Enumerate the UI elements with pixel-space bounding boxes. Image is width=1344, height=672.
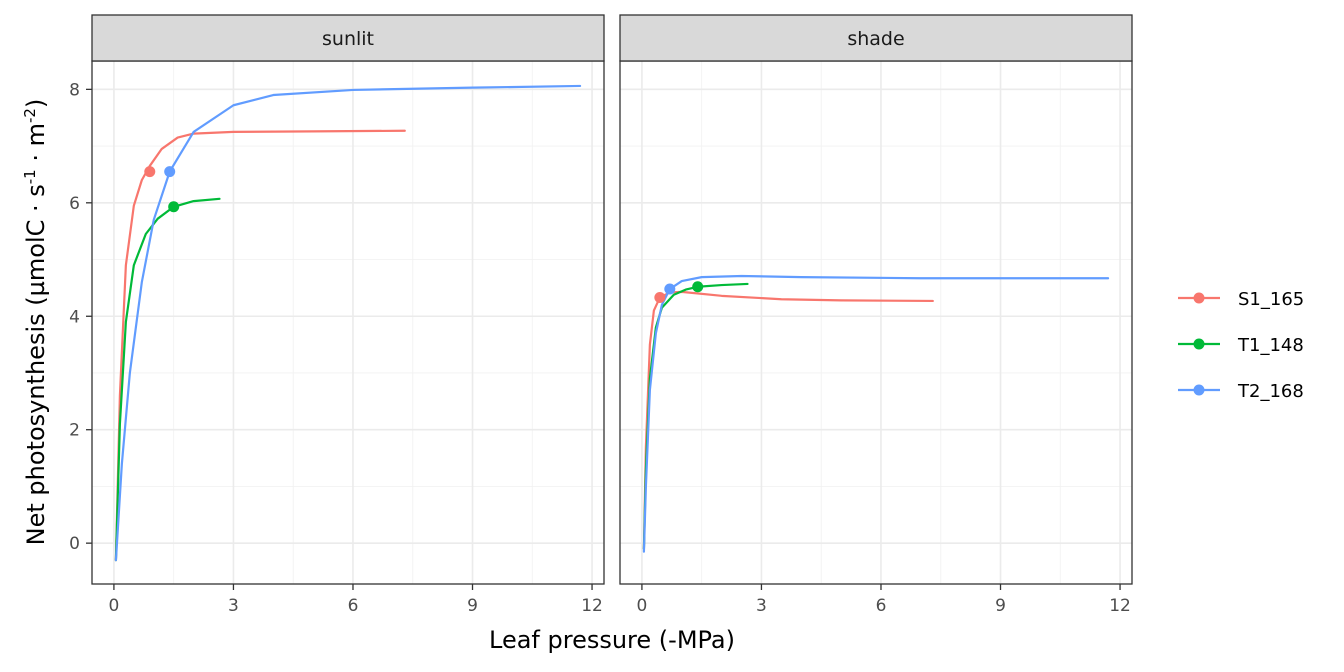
x-tick-label: 0 [637,596,648,616]
x-tick-label: 12 [1109,596,1131,616]
y-tick-label: 6 [69,194,80,214]
y-tick-label: 4 [69,307,80,327]
y-axis-title-mid: · m [22,123,50,169]
x-tick-label: 3 [756,596,767,616]
x-tick-label: 9 [467,596,478,616]
plot-background [620,61,1132,584]
series-point-T2_168 [664,283,676,295]
strip-label: shade [847,28,904,50]
legend-key-point [1193,338,1205,350]
x-tick-label: 9 [995,596,1006,616]
y-axis-title: Net photosynthesis (µmolC · s-1 · m-2) [21,99,50,546]
strip-background [91,14,605,62]
series-line-S1_165 [114,129,406,562]
x-tick-label: 6 [876,596,887,616]
x-tick-label: 6 [348,596,359,616]
legend-label: T1_148 [1237,335,1304,356]
legend-label: S1_165 [1238,289,1304,310]
y-tick-label: 0 [69,534,80,554]
panel-shade: shade 0 3 6 9 12 [619,14,1133,616]
panels-layer: sunlit 0 3 6 9 12 0 2 4 6 8 shade 0 3 6 9 12 [69,14,1133,616]
y-tick-label: 8 [69,80,80,100]
series-point-T2_168 [164,166,176,178]
panel-sunlit: sunlit 0 3 6 9 12 0 2 4 6 8 [69,14,605,616]
legend-item-S1_165: S1_165 [1178,289,1304,310]
series-point-S1_165 [144,166,156,178]
legend-key-point [1193,292,1205,304]
strip-label: sunlit [322,28,374,50]
legend: S1_165 T1_148 T2_168 [1178,289,1304,402]
legend-item-T2_168: T2_168 [1178,381,1304,402]
series-point-T1_148 [692,281,704,293]
x-tick-label: 0 [109,596,120,616]
y-axis-title-main: Net photosynthesis (µmolC · s [22,184,50,545]
series-line-T2_168 [642,274,1110,553]
x-tick-label: 3 [228,596,239,616]
legend-key-point [1193,384,1205,396]
x-axis-title: Leaf pressure (-MPa) [489,626,735,654]
series-point-T1_148 [168,201,180,213]
x-tick-label: 12 [581,596,603,616]
series-line-T1_148 [114,197,221,562]
y-tick-label: 2 [69,421,80,441]
y-axis-title-sup1: -1 [21,169,39,184]
legend-item-T1_148: T1_148 [1178,335,1304,356]
strip-background [619,14,1133,62]
y-axis-title-sup2: -2 [21,108,39,123]
y-axis-title-end: ) [22,99,50,108]
plot-background [92,61,604,584]
legend-label: T2_168 [1237,381,1304,402]
series-line-T2_168 [114,84,582,562]
series-point-S1_165 [654,292,666,304]
